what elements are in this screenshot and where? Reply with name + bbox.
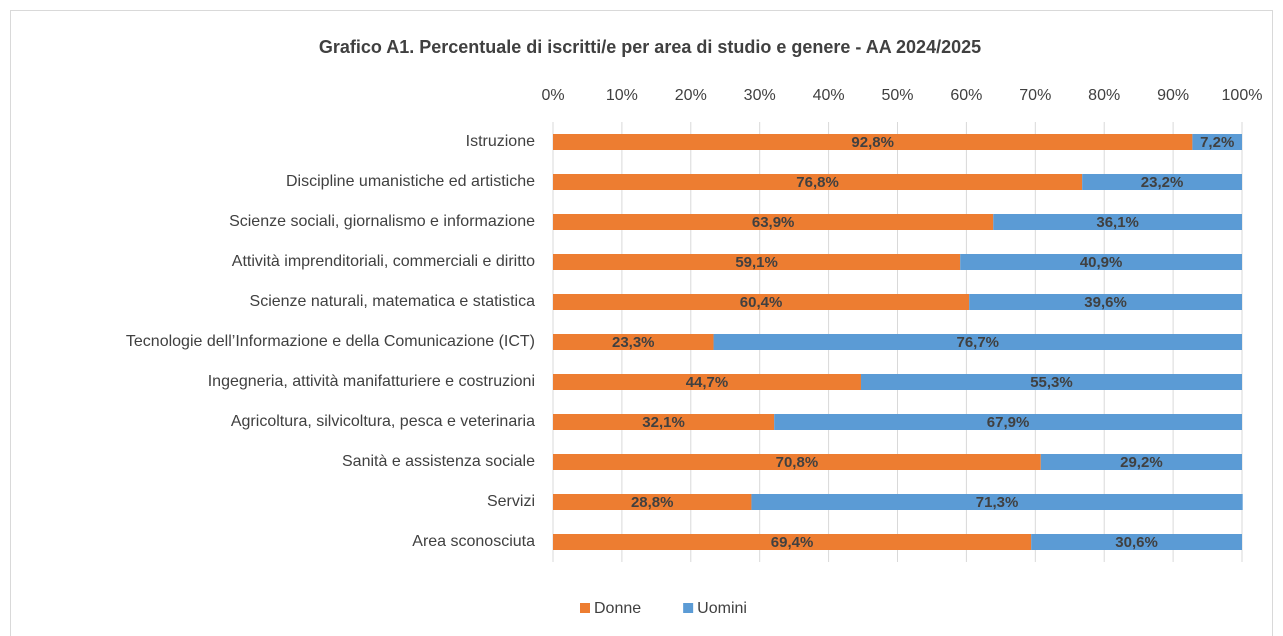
y-tick-label: Agricoltura, silvicoltura, pesca e veter… bbox=[231, 413, 535, 430]
bar-segment bbox=[553, 374, 861, 390]
bar-segment bbox=[1082, 174, 1242, 190]
data-label: 92,8% bbox=[851, 134, 894, 151]
bar-segment bbox=[969, 294, 1242, 310]
data-label: 76,7% bbox=[956, 334, 999, 351]
x-tick-label: 20% bbox=[675, 87, 707, 104]
data-label: 23,3% bbox=[612, 334, 655, 351]
x-tick-label: 30% bbox=[744, 87, 776, 104]
bar-segment bbox=[553, 494, 752, 510]
chart-border bbox=[10, 10, 1273, 636]
x-tick-label: 60% bbox=[950, 87, 982, 104]
data-label: 60,4% bbox=[740, 294, 783, 311]
data-label: 63,9% bbox=[752, 214, 795, 231]
x-tick-label: 100% bbox=[1222, 87, 1263, 104]
data-label: 69,4% bbox=[771, 534, 814, 551]
x-tick-label: 80% bbox=[1088, 87, 1120, 104]
y-tick-label: Area sconosciuta bbox=[412, 533, 535, 550]
data-label: 70,8% bbox=[776, 454, 819, 471]
data-label: 29,2% bbox=[1120, 454, 1163, 471]
data-label: 71,3% bbox=[976, 494, 1019, 511]
y-tick-label: Scienze sociali, giornalismo e informazi… bbox=[229, 213, 535, 230]
bar-segment bbox=[553, 454, 1041, 470]
y-tick-label: Attività imprenditoriali, commerciali e … bbox=[232, 253, 535, 270]
legend-swatch bbox=[683, 603, 694, 613]
chart-title: Grafico A1. Percentuale di iscritti/e pe… bbox=[319, 37, 981, 57]
y-tick-label: Scienze naturali, matematica e statistic… bbox=[250, 293, 536, 310]
y-tick-label: Sanità e assistenza sociale bbox=[342, 453, 535, 470]
bar-segment bbox=[553, 214, 994, 230]
bar-segment bbox=[774, 414, 1242, 430]
bar-segment bbox=[553, 134, 1193, 150]
data-label: 28,8% bbox=[631, 494, 674, 511]
data-label: 59,1% bbox=[735, 254, 778, 271]
x-tick-label: 50% bbox=[881, 87, 913, 104]
y-tick-label: Ingegneria, attività manifatturiere e co… bbox=[208, 373, 535, 390]
x-tick-label: 70% bbox=[1019, 87, 1051, 104]
bar-segment bbox=[553, 174, 1083, 190]
data-label: 36,1% bbox=[1096, 214, 1139, 231]
bar-segment bbox=[860, 374, 1242, 390]
bar-segment bbox=[553, 414, 775, 430]
bar-segment bbox=[553, 534, 1032, 550]
bar-segment bbox=[751, 494, 1243, 510]
bar-segment bbox=[960, 254, 1242, 270]
data-label: 32,1% bbox=[642, 414, 685, 431]
data-label: 76,8% bbox=[796, 174, 839, 191]
bar-segment bbox=[1192, 134, 1242, 150]
x-tick-label: 10% bbox=[606, 87, 638, 104]
y-tick-label: Tecnologie dell’Informazione e della Com… bbox=[126, 333, 535, 350]
y-tick-label: Servizi bbox=[487, 493, 535, 510]
bar-segment bbox=[1031, 534, 1242, 550]
data-label: 23,2% bbox=[1141, 174, 1184, 191]
x-tick-label: 90% bbox=[1157, 87, 1189, 104]
data-label: 55,3% bbox=[1030, 374, 1073, 391]
data-label: 30,6% bbox=[1115, 534, 1158, 551]
data-label: 67,9% bbox=[987, 414, 1030, 431]
legend-label: Donne bbox=[594, 600, 641, 617]
data-label: 7,2% bbox=[1200, 134, 1234, 151]
data-label: 39,6% bbox=[1084, 294, 1127, 311]
legend-swatch bbox=[580, 603, 590, 613]
legend-label: Uomini bbox=[697, 600, 747, 617]
x-tick-label: 0% bbox=[541, 87, 564, 104]
bar-segment bbox=[553, 334, 714, 350]
data-label: 44,7% bbox=[686, 374, 729, 391]
data-label: 40,9% bbox=[1080, 254, 1123, 271]
x-tick-label: 40% bbox=[813, 87, 845, 104]
y-tick-label: Discipline umanistiche ed artistiche bbox=[286, 173, 535, 190]
bar-segment bbox=[553, 294, 970, 310]
bar-segment bbox=[1040, 454, 1242, 470]
bar-segment bbox=[553, 254, 961, 270]
bar-segment bbox=[993, 214, 1242, 230]
y-tick-label: Istruzione bbox=[466, 133, 535, 150]
bar-segment bbox=[713, 334, 1242, 350]
